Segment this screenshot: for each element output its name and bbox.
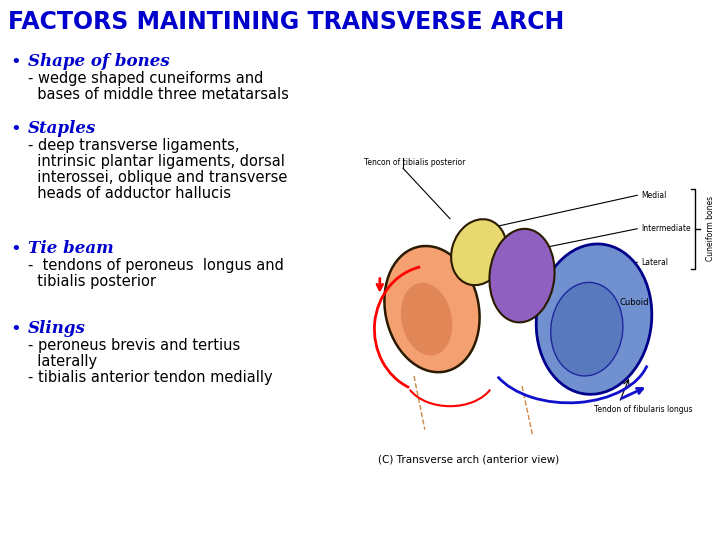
Text: intrinsic plantar ligaments, dorsal: intrinsic plantar ligaments, dorsal — [28, 154, 285, 169]
Text: •: • — [10, 320, 21, 338]
Text: - wedge shaped cuneiforms and: - wedge shaped cuneiforms and — [28, 71, 264, 86]
Ellipse shape — [536, 244, 652, 394]
Text: •: • — [10, 240, 21, 258]
Ellipse shape — [401, 282, 452, 356]
Ellipse shape — [384, 246, 480, 372]
Ellipse shape — [551, 282, 623, 376]
Text: •: • — [10, 53, 21, 71]
Text: Staples: Staples — [28, 120, 96, 137]
Text: - peroneus brevis and tertius: - peroneus brevis and tertius — [28, 338, 240, 353]
Text: Medial: Medial — [641, 191, 666, 200]
Text: (C) Transverse arch (anterior view): (C) Transverse arch (anterior view) — [378, 455, 559, 465]
Text: Slings: Slings — [28, 320, 86, 337]
Text: laterally: laterally — [28, 354, 97, 369]
Text: Cuneiform bones: Cuneiform bones — [706, 196, 714, 261]
Ellipse shape — [490, 229, 554, 322]
Text: Tie beam: Tie beam — [28, 240, 114, 257]
Text: Tendon of fibularis longus: Tendon of fibularis longus — [594, 405, 693, 414]
Text: Shape of bones: Shape of bones — [28, 53, 170, 70]
Ellipse shape — [451, 219, 506, 285]
Text: - deep transverse ligaments,: - deep transverse ligaments, — [28, 138, 240, 153]
Text: Lateral: Lateral — [641, 258, 668, 267]
Text: FACTORS MAINTINING TRANSVERSE ARCH: FACTORS MAINTINING TRANSVERSE ARCH — [8, 10, 564, 34]
Text: bases of middle three metatarsals: bases of middle three metatarsals — [28, 87, 289, 102]
Text: tibialis posterior: tibialis posterior — [28, 274, 156, 289]
Text: -  tendons of peroneus  longus and: - tendons of peroneus longus and — [28, 258, 284, 273]
Text: heads of adductor hallucis: heads of adductor hallucis — [28, 186, 231, 201]
Text: Cuboid: Cuboid — [619, 298, 649, 307]
Text: interossei, oblique and transverse: interossei, oblique and transverse — [28, 170, 287, 185]
Text: - tibialis anterior tendon medially: - tibialis anterior tendon medially — [28, 370, 273, 385]
Text: Intermediate: Intermediate — [641, 224, 690, 233]
Text: •: • — [10, 120, 21, 138]
Text: Tencon of tibialis posterior: Tencon of tibialis posterior — [364, 158, 465, 167]
